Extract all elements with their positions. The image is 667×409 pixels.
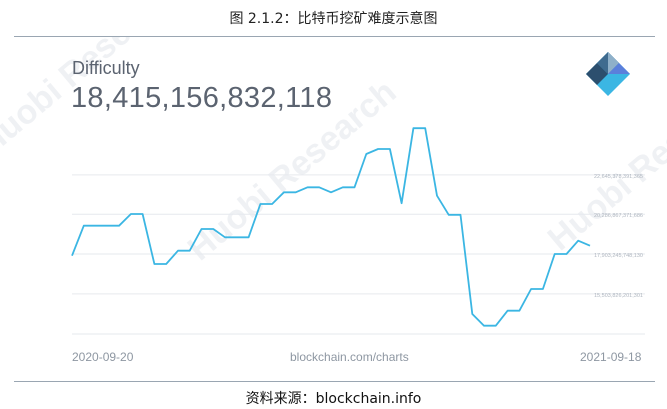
chart-source-label: blockchain.com/charts — [290, 350, 409, 364]
blockchain-logo-icon — [586, 52, 630, 100]
y-tick-label: 17,903,245,748,130 — [594, 253, 643, 259]
difficulty-series-line — [71, 127, 591, 327]
y-tick-label: 15,503,826,201,301 — [594, 293, 643, 299]
figure-caption: 图 2.1.2：比特币挖矿难度示意图 — [229, 11, 438, 27]
x-axis-start-label: 2020-09-20 — [72, 350, 134, 364]
y-tick-label: 20,286,867,371,686 — [594, 213, 643, 219]
bottom-rule — [14, 381, 655, 382]
source-caption: 资料来源：blockchain.info — [245, 391, 422, 407]
metric-value: 18,415,156,832,118 — [71, 82, 333, 114]
metric-label: Difficulty — [72, 58, 140, 78]
x-axis-end-label: 2021-09-18 — [580, 350, 642, 364]
y-tick-label: 22,645,378,391,365 — [594, 174, 643, 180]
top-rule — [14, 36, 655, 37]
